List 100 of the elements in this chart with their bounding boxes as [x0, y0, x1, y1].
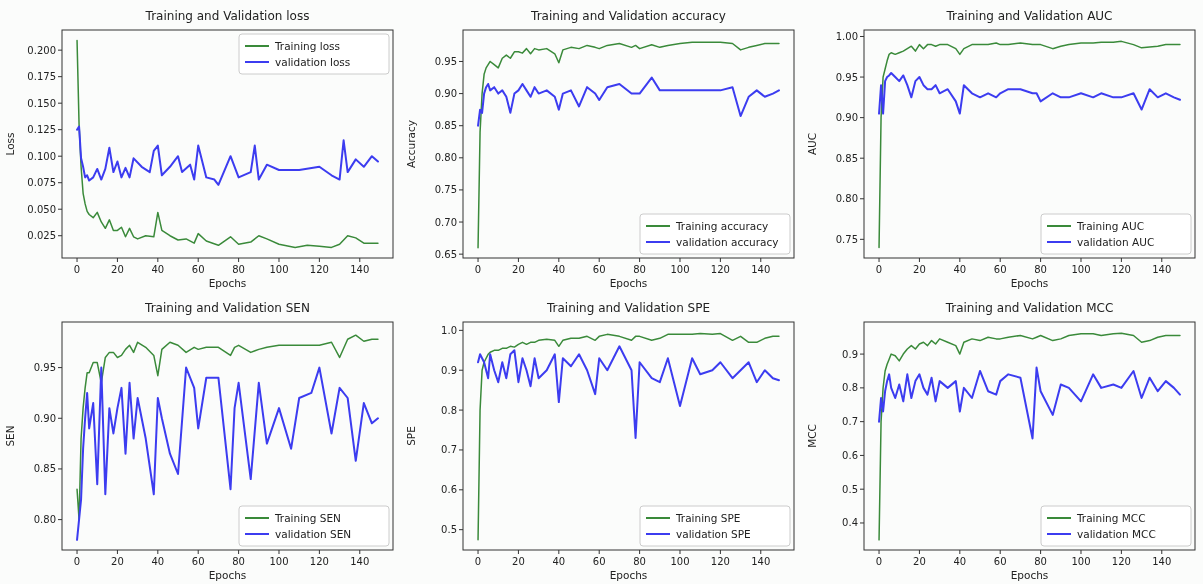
- y-tick-label: 0.85: [434, 120, 457, 132]
- x-tick-label: 120: [1111, 264, 1131, 275]
- y-tick-label: 0.75: [434, 184, 457, 196]
- x-tick-label: 0: [73, 264, 81, 275]
- y-tick-label: 0.75: [835, 233, 858, 245]
- x-tick-label: 100: [1071, 556, 1091, 567]
- y-tick-label: 0.95: [33, 362, 56, 374]
- y-tick-label: 0.050: [27, 203, 56, 215]
- x-tick-label: 100: [269, 264, 289, 275]
- y-tick-label: 0.65: [434, 248, 457, 260]
- y-tick-label: 0.7: [842, 416, 858, 428]
- x-tick-label: 140: [350, 264, 370, 275]
- y-tick-label: 0.8: [441, 404, 457, 416]
- y-tick-label: 0.9: [842, 348, 858, 360]
- y-tick-label: 0.80: [835, 193, 858, 205]
- legend-label: validation MCC: [1077, 528, 1156, 540]
- line-series: [76, 125, 379, 186]
- y-tick-label: 0.70: [434, 216, 457, 228]
- x-tick-label: 80: [232, 264, 245, 275]
- x-tick-label: 80: [1034, 556, 1047, 567]
- y-tick-label: 0.5: [441, 524, 457, 536]
- x-tick-label: 80: [232, 556, 245, 567]
- y-tick-label: 0.95: [835, 71, 858, 83]
- x-tick-label: 20: [512, 264, 525, 275]
- y-tick-label: 0.80: [434, 152, 457, 164]
- x-tick-label: 100: [1071, 264, 1091, 275]
- y-tick-label: 0.5: [842, 483, 858, 495]
- x-tick-label: 0: [474, 556, 482, 567]
- x-tick-label: 100: [670, 556, 690, 567]
- y-tick-label: 0.200: [27, 44, 56, 56]
- x-tick-label: 0: [875, 264, 883, 275]
- x-tick-label: 100: [670, 264, 690, 275]
- x-tick-label: 40: [953, 264, 967, 275]
- x-tick-label: 20: [111, 556, 124, 567]
- y-axis-title: MCC: [806, 424, 818, 448]
- x-tick-label: 80: [633, 556, 646, 567]
- y-tick-label: 0.4: [842, 517, 858, 529]
- y-tick-label: 0.90: [835, 112, 858, 124]
- x-tick-label: 20: [913, 264, 926, 275]
- x-tick-label: 20: [512, 556, 525, 567]
- legend-label: Training loss: [274, 40, 341, 52]
- x-tick-label: 20: [111, 264, 124, 275]
- legend-label: validation accuracy: [676, 236, 779, 248]
- chart-title: Training and Validation AUC: [945, 9, 1113, 23]
- x-tick-label: 80: [633, 264, 646, 275]
- legend-label: validation SPE: [676, 528, 751, 540]
- x-tick-label: 120: [710, 556, 730, 567]
- y-axis-title: Accuracy: [405, 120, 417, 168]
- y-tick-label: 0.125: [27, 124, 56, 136]
- x-tick-label: 140: [751, 264, 771, 275]
- y-tick-label: 0.175: [27, 71, 56, 83]
- y-tick-label: 0.075: [27, 177, 56, 189]
- chart-title: Training and Validation MCC: [944, 301, 1114, 315]
- x-tick-label: 60: [592, 556, 606, 567]
- chart-title: Training and Validation SPE: [545, 301, 711, 315]
- x-tick-label: 40: [552, 264, 566, 275]
- y-tick-label: 0.8: [842, 382, 858, 394]
- x-tick-label: 40: [151, 556, 165, 567]
- line-series: [477, 41, 780, 249]
- x-tick-label: 40: [151, 264, 165, 275]
- x-tick-label: 120: [1111, 556, 1131, 567]
- chart-title: Training and Validation loss: [144, 9, 310, 23]
- line-series: [76, 39, 379, 249]
- x-tick-label: 100: [269, 556, 289, 567]
- x-tick-label: 140: [350, 556, 370, 567]
- chart-title: Training and Validation SEN: [144, 301, 310, 315]
- x-tick-label: 60: [993, 556, 1007, 567]
- y-tick-label: 0.95: [434, 55, 457, 67]
- x-tick-label: 60: [191, 264, 205, 275]
- chart-title: Training and Validation accuracy: [530, 9, 726, 23]
- legend-label: Training accuracy: [675, 220, 769, 232]
- x-tick-label: 60: [592, 264, 606, 275]
- x-tick-label: 60: [993, 264, 1007, 275]
- y-tick-label: 0.100: [27, 150, 56, 162]
- x-axis-title: Epochs: [1010, 569, 1049, 581]
- x-tick-label: 80: [1034, 264, 1047, 275]
- y-tick-label: 0.025: [27, 230, 56, 242]
- x-axis-title: Epochs: [609, 277, 648, 289]
- x-tick-label: 140: [1152, 264, 1172, 275]
- line-series: [477, 345, 780, 439]
- x-tick-label: 140: [1152, 556, 1172, 567]
- legend-label: Training AUC: [1076, 220, 1144, 232]
- x-tick-label: 0: [875, 556, 883, 567]
- x-axis-title: Epochs: [208, 277, 247, 289]
- line-series: [878, 332, 1181, 541]
- line-series: [477, 332, 780, 541]
- y-tick-label: 0.80: [33, 514, 56, 526]
- legend-label: validation SEN: [275, 528, 352, 540]
- legend-label: validation loss: [275, 56, 351, 68]
- x-tick-label: 40: [552, 556, 566, 567]
- y-tick-label: 0.85: [835, 152, 858, 164]
- y-axis-title: AUC: [806, 132, 818, 156]
- x-tick-label: 0: [474, 264, 482, 275]
- x-tick-label: 140: [751, 556, 771, 567]
- legend-label: Training MCC: [1076, 512, 1146, 524]
- line-series: [76, 366, 379, 541]
- y-tick-label: 0.6: [441, 484, 457, 496]
- y-tick-label: 1.0: [441, 324, 457, 336]
- y-axis-title: Loss: [4, 132, 16, 156]
- legend-label: validation AUC: [1077, 236, 1155, 248]
